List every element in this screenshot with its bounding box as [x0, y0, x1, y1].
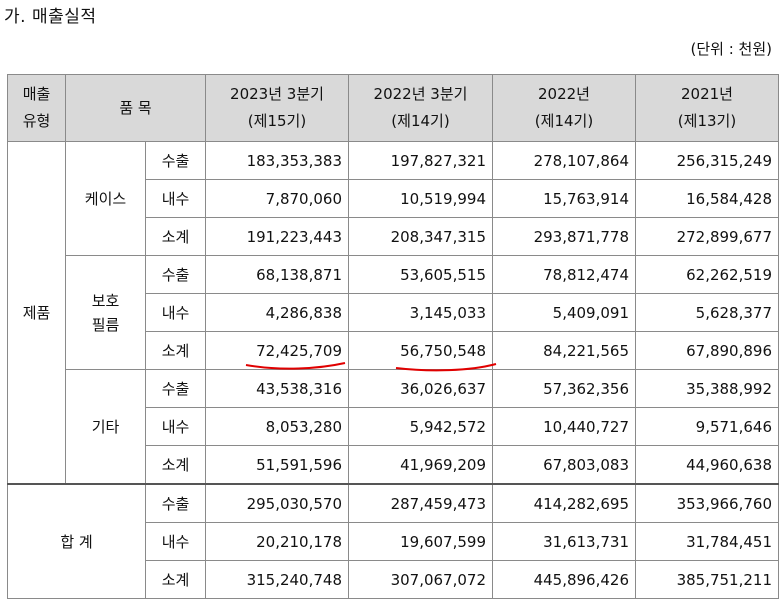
group-name: 보호 필름	[65, 255, 146, 370]
value-cell: 445,896,426	[492, 560, 636, 599]
table-row: 기타 수출 43,538,316 36,026,637 57,362,356 35,388…	[8, 369, 779, 485]
value-cell: 208,347,315	[348, 217, 493, 256]
value-cell: 62,262,519	[635, 255, 779, 294]
value-cell: 68,138,871	[205, 255, 349, 294]
value-cell: 67,803,083	[492, 445, 636, 485]
value-cell: 53,605,515	[348, 255, 493, 294]
value-cell: 197,827,321	[348, 141, 493, 180]
table-row: 소계 51,591,596 41,969,209 67,803,083 44,960,6…	[8, 445, 779, 485]
value-cell: 10,440,727	[492, 407, 636, 446]
table-row: 내수 7,870,060 10,519,994 15,763,914 16,584,42…	[8, 179, 779, 218]
row-type: 소계	[145, 560, 206, 599]
row-type: 수출	[145, 483, 206, 523]
value-cell: 293,871,778	[492, 217, 636, 256]
value-cell: 5,409,091	[492, 293, 636, 332]
value-cell: 41,969,209	[348, 445, 493, 485]
value-cell: 5,942,572	[348, 407, 493, 446]
table-row: 보호 필름 수출 68,138,871 53,605,515 78,812,474 62,2…	[8, 255, 779, 370]
type-product: 제품	[7, 141, 66, 485]
value-cell: 84,221,565	[492, 331, 636, 370]
value-cell: 385,751,211	[635, 560, 779, 599]
row-type: 소계	[145, 331, 206, 370]
value-cell: 44,960,638	[635, 445, 779, 485]
value-cell: 31,784,451	[635, 522, 779, 561]
total-label: 합 계	[7, 483, 146, 599]
value-cell: 15,763,914	[492, 179, 636, 218]
header-item: 품 목	[65, 74, 206, 142]
section-title: 가. 매출실적	[4, 7, 97, 27]
row-type: 내수	[145, 407, 206, 446]
value-cell: 278,107,864	[492, 141, 636, 180]
row-type: 내수	[145, 179, 206, 218]
row-type: 수출	[145, 255, 206, 294]
row-type: 수출	[145, 369, 206, 408]
value-cell: 315,240,748	[205, 560, 349, 599]
value-cell: 256,315,249	[635, 141, 779, 180]
header-col-2022: 2022년 (제14기)	[492, 74, 636, 142]
table-row: 소계 72,425,709 56,750,548 84,221,565 67,890,8…	[8, 331, 779, 370]
value-cell: 10,519,994	[348, 179, 493, 218]
value-cell: 5,628,377	[635, 293, 779, 332]
group-name: 케이스	[65, 141, 146, 256]
value-cell: 36,026,637	[348, 369, 493, 408]
row-type: 소계	[145, 445, 206, 485]
sales-table: 매출 유형 품 목 2023년 3분기 (제15기) 2022년 3분기 (제14기)…	[7, 74, 779, 599]
header-col-2023q3: 2023년 3분기 (제15기)	[205, 74, 349, 142]
header-type: 매출 유형	[7, 74, 66, 142]
group-name: 기타	[65, 369, 146, 485]
row-type: 내수	[145, 293, 206, 332]
table-row: 합 계 수출 295,030,570 287,459,473 414,282,695 35…	[7, 483, 779, 599]
table-row: 내수 4,286,838 3,145,033 5,409,091 5,628,377	[8, 293, 779, 332]
table-row: 소계 191,223,443 208,347,315 293,871,778 272,8…	[8, 217, 779, 256]
value-cell: 35,388,992	[635, 369, 779, 408]
header-col-2021: 2021년 (제13기)	[635, 74, 779, 142]
table-row: 소계 315,240,748 307,067,072 445,896,426 385,7…	[8, 560, 779, 599]
row-type: 소계	[145, 217, 206, 256]
value-cell: 8,053,280	[205, 407, 349, 446]
header-col-2022q3: 2022년 3분기 (제14기)	[348, 74, 493, 142]
value-cell: 57,362,356	[492, 369, 636, 408]
value-cell: 20,210,178	[205, 522, 349, 561]
value-cell: 31,613,731	[492, 522, 636, 561]
value-cell: 307,067,072	[348, 560, 493, 599]
row-type: 수출	[145, 141, 206, 180]
value-cell: 191,223,443	[205, 217, 349, 256]
value-cell: 43,538,316	[205, 369, 349, 408]
unit-label: (단위 : 천원)	[690, 40, 773, 58]
value-cell: 183,353,383	[205, 141, 349, 180]
value-cell: 72,425,709	[205, 331, 349, 370]
value-cell: 19,607,599	[348, 522, 493, 561]
table-row: 제품 케이스 수출 183,353,383 197,827,321 278,107,864…	[7, 141, 779, 485]
value-cell: 353,966,760	[635, 483, 779, 523]
value-cell: 295,030,570	[205, 483, 349, 523]
value-cell: 4,286,838	[205, 293, 349, 332]
value-cell: 56,750,548	[348, 331, 493, 370]
header-row: 매출 유형 품 목 2023년 3분기 (제15기) 2022년 3분기 (제14기)…	[7, 74, 779, 142]
table-row: 내수 8,053,280 5,942,572 10,440,727 9,571,646	[8, 407, 779, 446]
value-cell: 78,812,474	[492, 255, 636, 294]
value-cell: 3,145,033	[348, 293, 493, 332]
row-type: 내수	[145, 522, 206, 561]
value-cell: 287,459,473	[348, 483, 493, 523]
value-cell: 51,591,596	[205, 445, 349, 485]
value-cell: 67,890,896	[635, 331, 779, 370]
value-cell: 16,584,428	[635, 179, 779, 218]
value-cell: 7,870,060	[205, 179, 349, 218]
value-cell: 9,571,646	[635, 407, 779, 446]
value-cell: 272,899,677	[635, 217, 779, 256]
value-cell: 414,282,695	[492, 483, 636, 523]
